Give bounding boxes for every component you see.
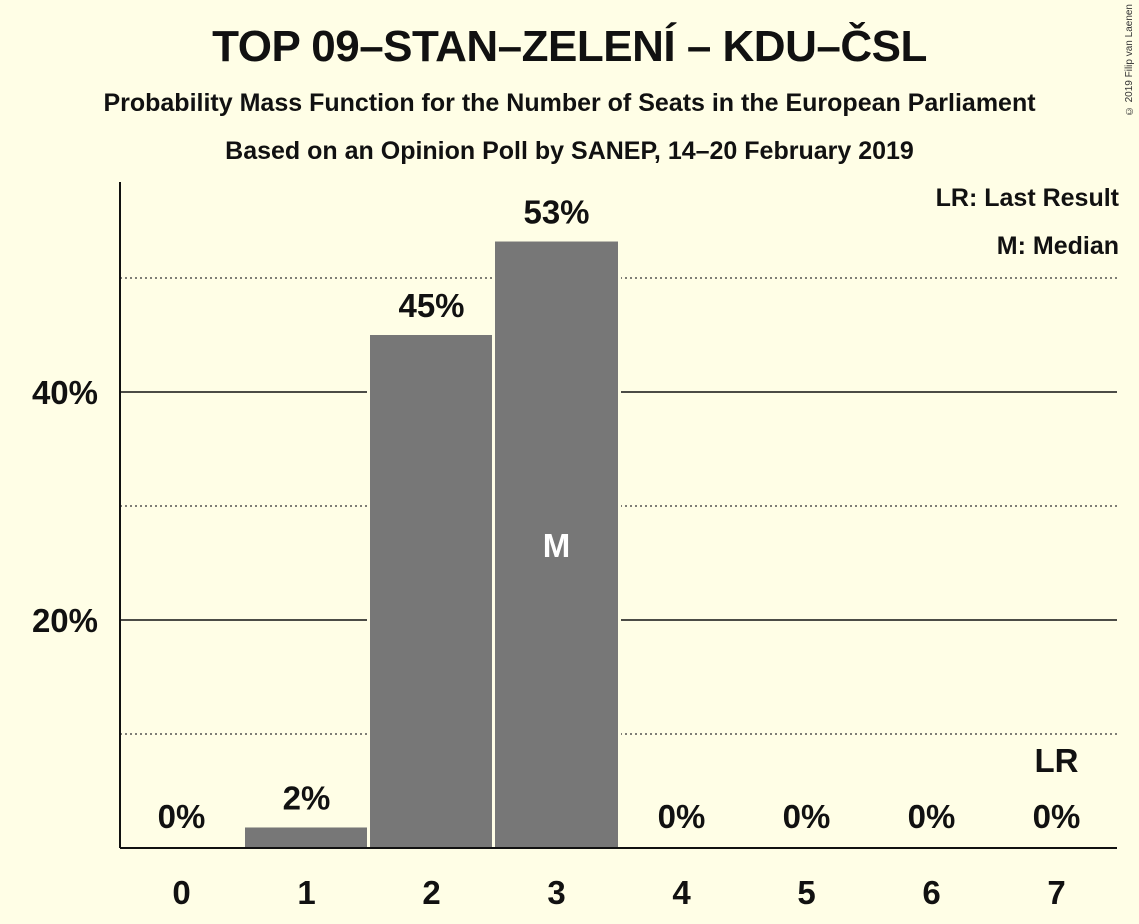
x-tick-label: 5 [797,874,815,911]
x-tick-label: 7 [1047,874,1065,911]
median-marker: M [543,527,571,564]
chart-title: TOP 09–STAN–ZELENÍ – KDU–ČSL [212,22,927,71]
x-tick-label: 2 [422,874,440,911]
data-label: 0% [783,798,831,835]
x-tick-label: 4 [672,874,691,911]
bar [370,335,493,848]
data-label: 45% [398,287,464,324]
data-label: 0% [658,798,706,835]
data-label: 0% [908,798,956,835]
x-tick-label: 0 [172,874,190,911]
data-label: 0% [158,798,206,835]
legend-median: M: Median [996,232,1119,260]
x-tick-label: 3 [547,874,565,911]
data-label: 2% [283,779,331,816]
chart-subtitle: Probability Mass Function for the Number… [103,89,1036,117]
data-label: 0% [1033,798,1081,835]
chart-source-line: Based on an Opinion Poll by SANEP, 14–20… [225,137,914,165]
x-tick-label: 6 [922,874,940,911]
x-tick-label: 1 [297,874,315,911]
bar [495,241,618,848]
data-label: 53% [523,194,589,231]
y-tick-label: 20% [32,602,98,639]
bar [245,827,368,848]
last-result-marker: LR [1035,742,1079,779]
legend-last-result: LR: Last Result [935,184,1119,212]
y-tick-label: 40% [32,374,98,411]
